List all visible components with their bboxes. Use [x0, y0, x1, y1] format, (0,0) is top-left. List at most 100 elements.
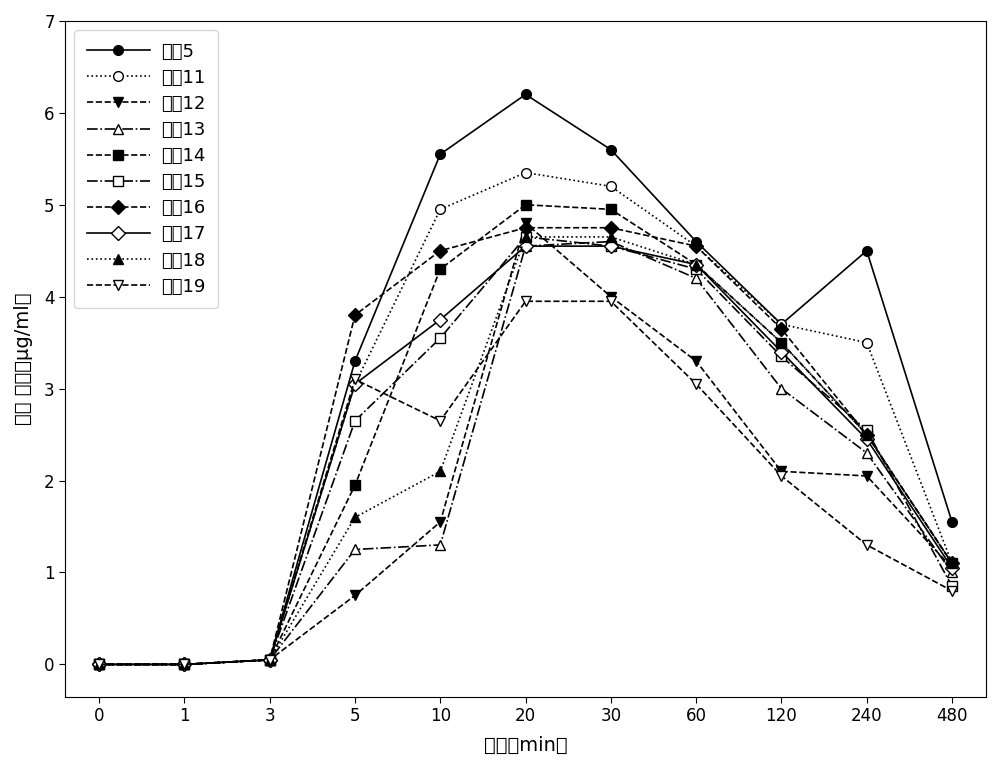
组别12 — [349, 591, 361, 600]
Line: 组别15: 组别15 — [94, 232, 957, 669]
Line: 组别11: 组别11 — [94, 168, 957, 669]
组别12 — [520, 218, 532, 228]
组别12 — [264, 655, 276, 664]
组别19 — [605, 297, 617, 306]
组别13 — [93, 660, 105, 669]
组别17 — [520, 241, 532, 251]
组别11 — [690, 241, 702, 251]
组别5 — [861, 246, 873, 255]
组别14 — [775, 338, 787, 348]
组别15 — [349, 416, 361, 425]
组别19 — [861, 541, 873, 550]
组别17 — [434, 315, 446, 325]
组别15 — [605, 241, 617, 251]
组别15 — [775, 352, 787, 361]
组别16 — [520, 223, 532, 232]
组别15 — [434, 334, 446, 343]
组别16 — [93, 660, 105, 669]
组别15 — [520, 232, 532, 241]
组别17 — [349, 379, 361, 388]
组别14 — [93, 660, 105, 669]
组别18 — [520, 232, 532, 241]
组别19 — [775, 471, 787, 481]
Line: 组别19: 组别19 — [94, 296, 957, 669]
组别13 — [434, 541, 446, 550]
组别5 — [605, 145, 617, 155]
组别11 — [93, 660, 105, 669]
组别18 — [349, 513, 361, 522]
组别19 — [690, 379, 702, 388]
Legend: 组别5, 组别11, 组别12, 组别13, 组别14, 组别15, 组别16, 组别17, 组别18, 组别19: 组别5, 组别11, 组别12, 组别13, 组别14, 组别15, 组别16,… — [74, 30, 218, 308]
组别17 — [775, 348, 787, 357]
组别11 — [178, 660, 190, 669]
组别15 — [946, 581, 958, 591]
组别19 — [264, 655, 276, 664]
组别13 — [605, 237, 617, 246]
组别17 — [946, 563, 958, 572]
Line: 组别13: 组别13 — [94, 237, 957, 669]
组别18 — [93, 660, 105, 669]
Y-axis label: 血药 浓度（μg/ml）: 血药 浓度（μg/ml） — [14, 292, 33, 425]
组别14 — [861, 430, 873, 439]
组别14 — [434, 265, 446, 274]
组别11 — [946, 558, 958, 568]
组别19 — [93, 660, 105, 669]
Line: 组别5: 组别5 — [94, 89, 957, 669]
组别11 — [775, 320, 787, 329]
组别13 — [349, 545, 361, 554]
组别18 — [690, 260, 702, 269]
组别11 — [434, 205, 446, 214]
组别11 — [605, 181, 617, 191]
组别5 — [178, 660, 190, 669]
组别13 — [520, 241, 532, 251]
组别5 — [349, 356, 361, 365]
组别17 — [93, 660, 105, 669]
组别11 — [264, 655, 276, 664]
组别19 — [349, 375, 361, 384]
组别13 — [861, 448, 873, 458]
组别5 — [690, 237, 702, 246]
组别18 — [946, 558, 958, 568]
组别16 — [264, 655, 276, 664]
组别13 — [775, 384, 787, 393]
组别12 — [775, 467, 787, 476]
组别13 — [946, 568, 958, 577]
组别16 — [349, 311, 361, 320]
组别15 — [861, 425, 873, 434]
组别19 — [520, 297, 532, 306]
组别14 — [178, 660, 190, 669]
组别14 — [605, 205, 617, 214]
组别17 — [861, 434, 873, 444]
组别17 — [178, 660, 190, 669]
组别16 — [178, 660, 190, 669]
组别19 — [434, 416, 446, 425]
组别12 — [690, 356, 702, 365]
组别12 — [434, 518, 446, 527]
组别18 — [605, 232, 617, 241]
组别11 — [520, 168, 532, 177]
组别5 — [434, 150, 446, 159]
组别18 — [775, 338, 787, 348]
Line: 组别17: 组别17 — [94, 241, 957, 669]
组别14 — [264, 655, 276, 664]
组别18 — [178, 660, 190, 669]
Line: 组别14: 组别14 — [94, 200, 957, 669]
组别5 — [775, 320, 787, 329]
组别16 — [775, 325, 787, 334]
Line: 组别16: 组别16 — [94, 223, 957, 669]
组别15 — [93, 660, 105, 669]
组别14 — [946, 558, 958, 568]
组别12 — [946, 563, 958, 572]
组别15 — [264, 655, 276, 664]
组别16 — [946, 558, 958, 568]
组别12 — [605, 292, 617, 301]
组别12 — [93, 660, 105, 669]
组别16 — [605, 223, 617, 232]
Line: 组别18: 组别18 — [94, 232, 957, 669]
组别16 — [690, 241, 702, 251]
组别15 — [178, 660, 190, 669]
组别12 — [178, 660, 190, 669]
组别13 — [178, 660, 190, 669]
Line: 组别12: 组别12 — [94, 218, 957, 669]
组别16 — [434, 246, 446, 255]
